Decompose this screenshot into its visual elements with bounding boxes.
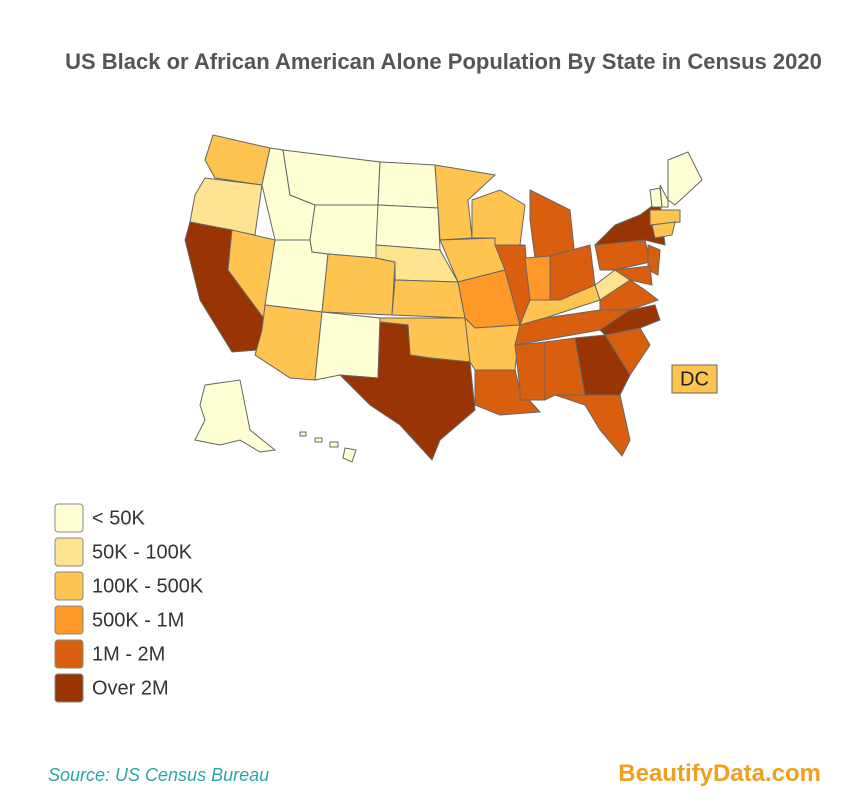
- state: [574, 334, 631, 396]
- dc-label: DC: [680, 368, 709, 390]
- state: [471, 189, 526, 246]
- state: [329, 441, 339, 448]
- brand[interactable]: BeautifyData.com: [618, 760, 821, 787]
- legend-swatch: [54, 639, 84, 669]
- state: [514, 341, 546, 401]
- state: [554, 394, 631, 457]
- state: [377, 161, 439, 209]
- state: [194, 379, 277, 453]
- legend-label: 500K - 1M: [92, 609, 184, 631]
- dc-box: [671, 364, 718, 394]
- state: [314, 437, 323, 443]
- state: [204, 134, 271, 186]
- state: [321, 253, 396, 316]
- state: [659, 184, 669, 208]
- legend-swatch: [54, 503, 84, 533]
- state: [649, 209, 681, 226]
- state: [529, 189, 576, 259]
- state: [667, 151, 703, 206]
- state: [342, 447, 357, 463]
- legend-label: 100K - 500K: [92, 575, 204, 597]
- legend-swatch: [54, 605, 84, 635]
- legend-label: 1M - 2M: [92, 643, 165, 665]
- legend-swatch: [54, 571, 84, 601]
- state: [299, 431, 307, 437]
- legend-swatch: [54, 673, 84, 703]
- state: [254, 304, 323, 381]
- legend-swatch: [54, 537, 84, 567]
- source: Source: US Census Bureau: [48, 765, 270, 785]
- state: [647, 244, 661, 276]
- legend-label: 50K - 100K: [92, 541, 193, 563]
- state: [338, 321, 476, 461]
- legend-label: Over 2M: [92, 677, 169, 699]
- state: [314, 311, 381, 381]
- legend-label: < 50K: [92, 507, 145, 529]
- state: [651, 221, 676, 239]
- state: [474, 369, 542, 416]
- state: [391, 279, 466, 319]
- state: [375, 204, 441, 251]
- chart-title: US Black or African American Alone Popul…: [65, 49, 822, 74]
- state: [613, 265, 653, 286]
- state: [309, 204, 379, 259]
- state: [282, 149, 381, 206]
- state: [524, 255, 551, 301]
